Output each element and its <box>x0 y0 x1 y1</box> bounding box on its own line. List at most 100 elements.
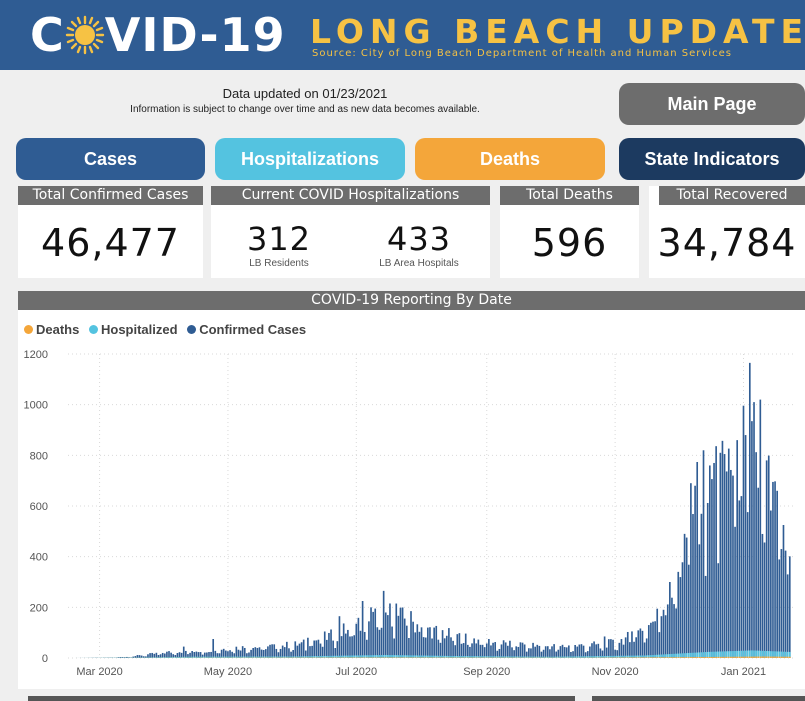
cases-button[interactable]: Cases <box>16 138 205 180</box>
bar-hospitalized <box>475 656 478 658</box>
bar-confirmed-cases <box>214 650 217 658</box>
bar-confirmed-cases <box>475 643 478 658</box>
bar-confirmed-cases <box>774 481 776 658</box>
bar-confirmed-cases <box>641 630 644 658</box>
bar-hospitalized <box>279 656 282 658</box>
bar-confirmed-cases <box>199 652 202 658</box>
bar-hospitalized <box>767 651 770 658</box>
bar-confirmed-cases <box>736 440 739 658</box>
bar-hospitalized <box>492 656 494 658</box>
bar-confirmed-cases <box>610 639 612 658</box>
hospitalizations-button[interactable]: Hospitalizations <box>215 138 405 180</box>
bar-hospitalized <box>163 657 166 658</box>
bar-hospitalized <box>584 656 587 658</box>
bar-confirmed-cases <box>757 487 760 658</box>
bar-deaths <box>391 657 393 658</box>
total-recovered-card: Total Recovered 34,784 <box>649 186 805 278</box>
bar-hospitalized <box>664 654 667 658</box>
bar-confirmed-cases <box>395 603 398 658</box>
bar-hospitalized <box>357 655 360 658</box>
bar-confirmed-cases <box>546 646 549 658</box>
bar-hospitalized <box>631 655 633 658</box>
bar-hospitalized <box>654 654 656 658</box>
bar-hospitalized <box>283 656 286 658</box>
bar-hospitalized <box>586 656 589 658</box>
bar-hospitalized <box>576 656 579 658</box>
bar-hospitalized <box>193 656 196 658</box>
bar-hospitalized <box>525 656 528 658</box>
bar-deaths <box>734 656 736 658</box>
bar-hospitalized <box>650 655 652 658</box>
bar-hospitalized <box>161 657 164 658</box>
bar-confirmed-cases <box>469 646 471 658</box>
bar-deaths <box>666 657 669 658</box>
bar-confirmed-cases <box>448 628 450 658</box>
bar-confirmed-cases <box>368 621 370 658</box>
bar-deaths <box>637 657 640 658</box>
bar-hospitalized <box>736 650 739 658</box>
bar-deaths <box>748 656 751 658</box>
bar-confirmed-cases <box>637 630 640 658</box>
bar-confirmed-cases <box>361 601 364 658</box>
bar-confirmed-cases <box>353 635 356 658</box>
bar-confirmed-cases <box>572 651 574 658</box>
bar-confirmed-cases <box>412 621 414 658</box>
bar-hospitalized <box>692 652 694 658</box>
bar-deaths <box>683 657 686 658</box>
bar-hospitalized <box>197 656 200 658</box>
bar-hospitalized <box>605 655 608 658</box>
bar-confirmed-cases <box>706 502 709 658</box>
bar-hospitalized <box>538 656 541 658</box>
bar-confirmed-cases <box>536 644 539 658</box>
bar-deaths <box>753 656 755 658</box>
legend-item-hospitalized[interactable]: Hospitalized <box>88 322 178 337</box>
bar-hospitalized <box>147 657 149 658</box>
legend-item-confirmed[interactable]: Confirmed Cases <box>187 322 306 337</box>
legend-item-deaths[interactable]: Deaths <box>24 322 79 337</box>
bar-deaths <box>694 657 696 658</box>
bar-confirmed-cases <box>624 637 627 658</box>
covid-19-logo: C VID-19 <box>30 8 286 62</box>
bar-confirmed-cases <box>681 562 684 658</box>
bar-confirmed-cases <box>763 542 766 658</box>
y-tick-label: 1000 <box>24 400 48 412</box>
bar-hospitalized <box>469 656 471 658</box>
bar-hospitalized <box>429 655 431 658</box>
main-page-button[interactable]: Main Page <box>619 83 805 125</box>
bar-confirmed-cases <box>767 455 770 658</box>
bar-confirmed-cases <box>243 647 246 658</box>
x-tick-label: Nov 2020 <box>592 666 639 678</box>
total-cases-card: Total Confirmed Cases 46,477 <box>18 186 203 278</box>
bar-deaths <box>631 657 633 658</box>
bar-confirmed-cases <box>776 490 778 658</box>
bar-hospitalized <box>288 656 290 658</box>
bar-hospitalized <box>328 655 330 658</box>
bar-hospitalized <box>683 653 686 658</box>
bar-deaths <box>776 656 778 658</box>
bar-confirmed-cases <box>669 582 671 658</box>
deaths-button[interactable]: Deaths <box>415 138 605 180</box>
bar-hospitalized <box>262 656 265 658</box>
bar-confirmed-cases <box>376 627 379 658</box>
bar-confirmed-cases <box>513 650 515 658</box>
bar-confirmed-cases <box>393 638 395 658</box>
bar-confirmed-cases <box>281 645 284 658</box>
bar-hospitalized <box>513 656 515 658</box>
state-indicators-button[interactable]: State Indicators <box>619 138 805 180</box>
bar-confirmed-cases <box>631 631 633 658</box>
bar-hospitalized <box>671 653 673 658</box>
bar-hospitalized <box>732 651 734 658</box>
bar-hospitalized <box>496 656 499 658</box>
bar-hospitalized <box>742 650 745 658</box>
bar-confirmed-cases <box>782 525 785 658</box>
bar-confirmed-cases <box>344 633 347 658</box>
sun-virus-icon <box>65 15 104 55</box>
bar-hospitalized <box>540 656 543 658</box>
bar-hospitalized <box>376 655 379 658</box>
bar-confirmed-cases <box>755 452 757 658</box>
bar-hospitalized <box>629 655 631 658</box>
bar-hospitalized <box>725 651 728 658</box>
bar-confirmed-cases <box>147 654 149 658</box>
bar-hospitalized <box>397 655 400 658</box>
bar-deaths <box>692 657 694 658</box>
